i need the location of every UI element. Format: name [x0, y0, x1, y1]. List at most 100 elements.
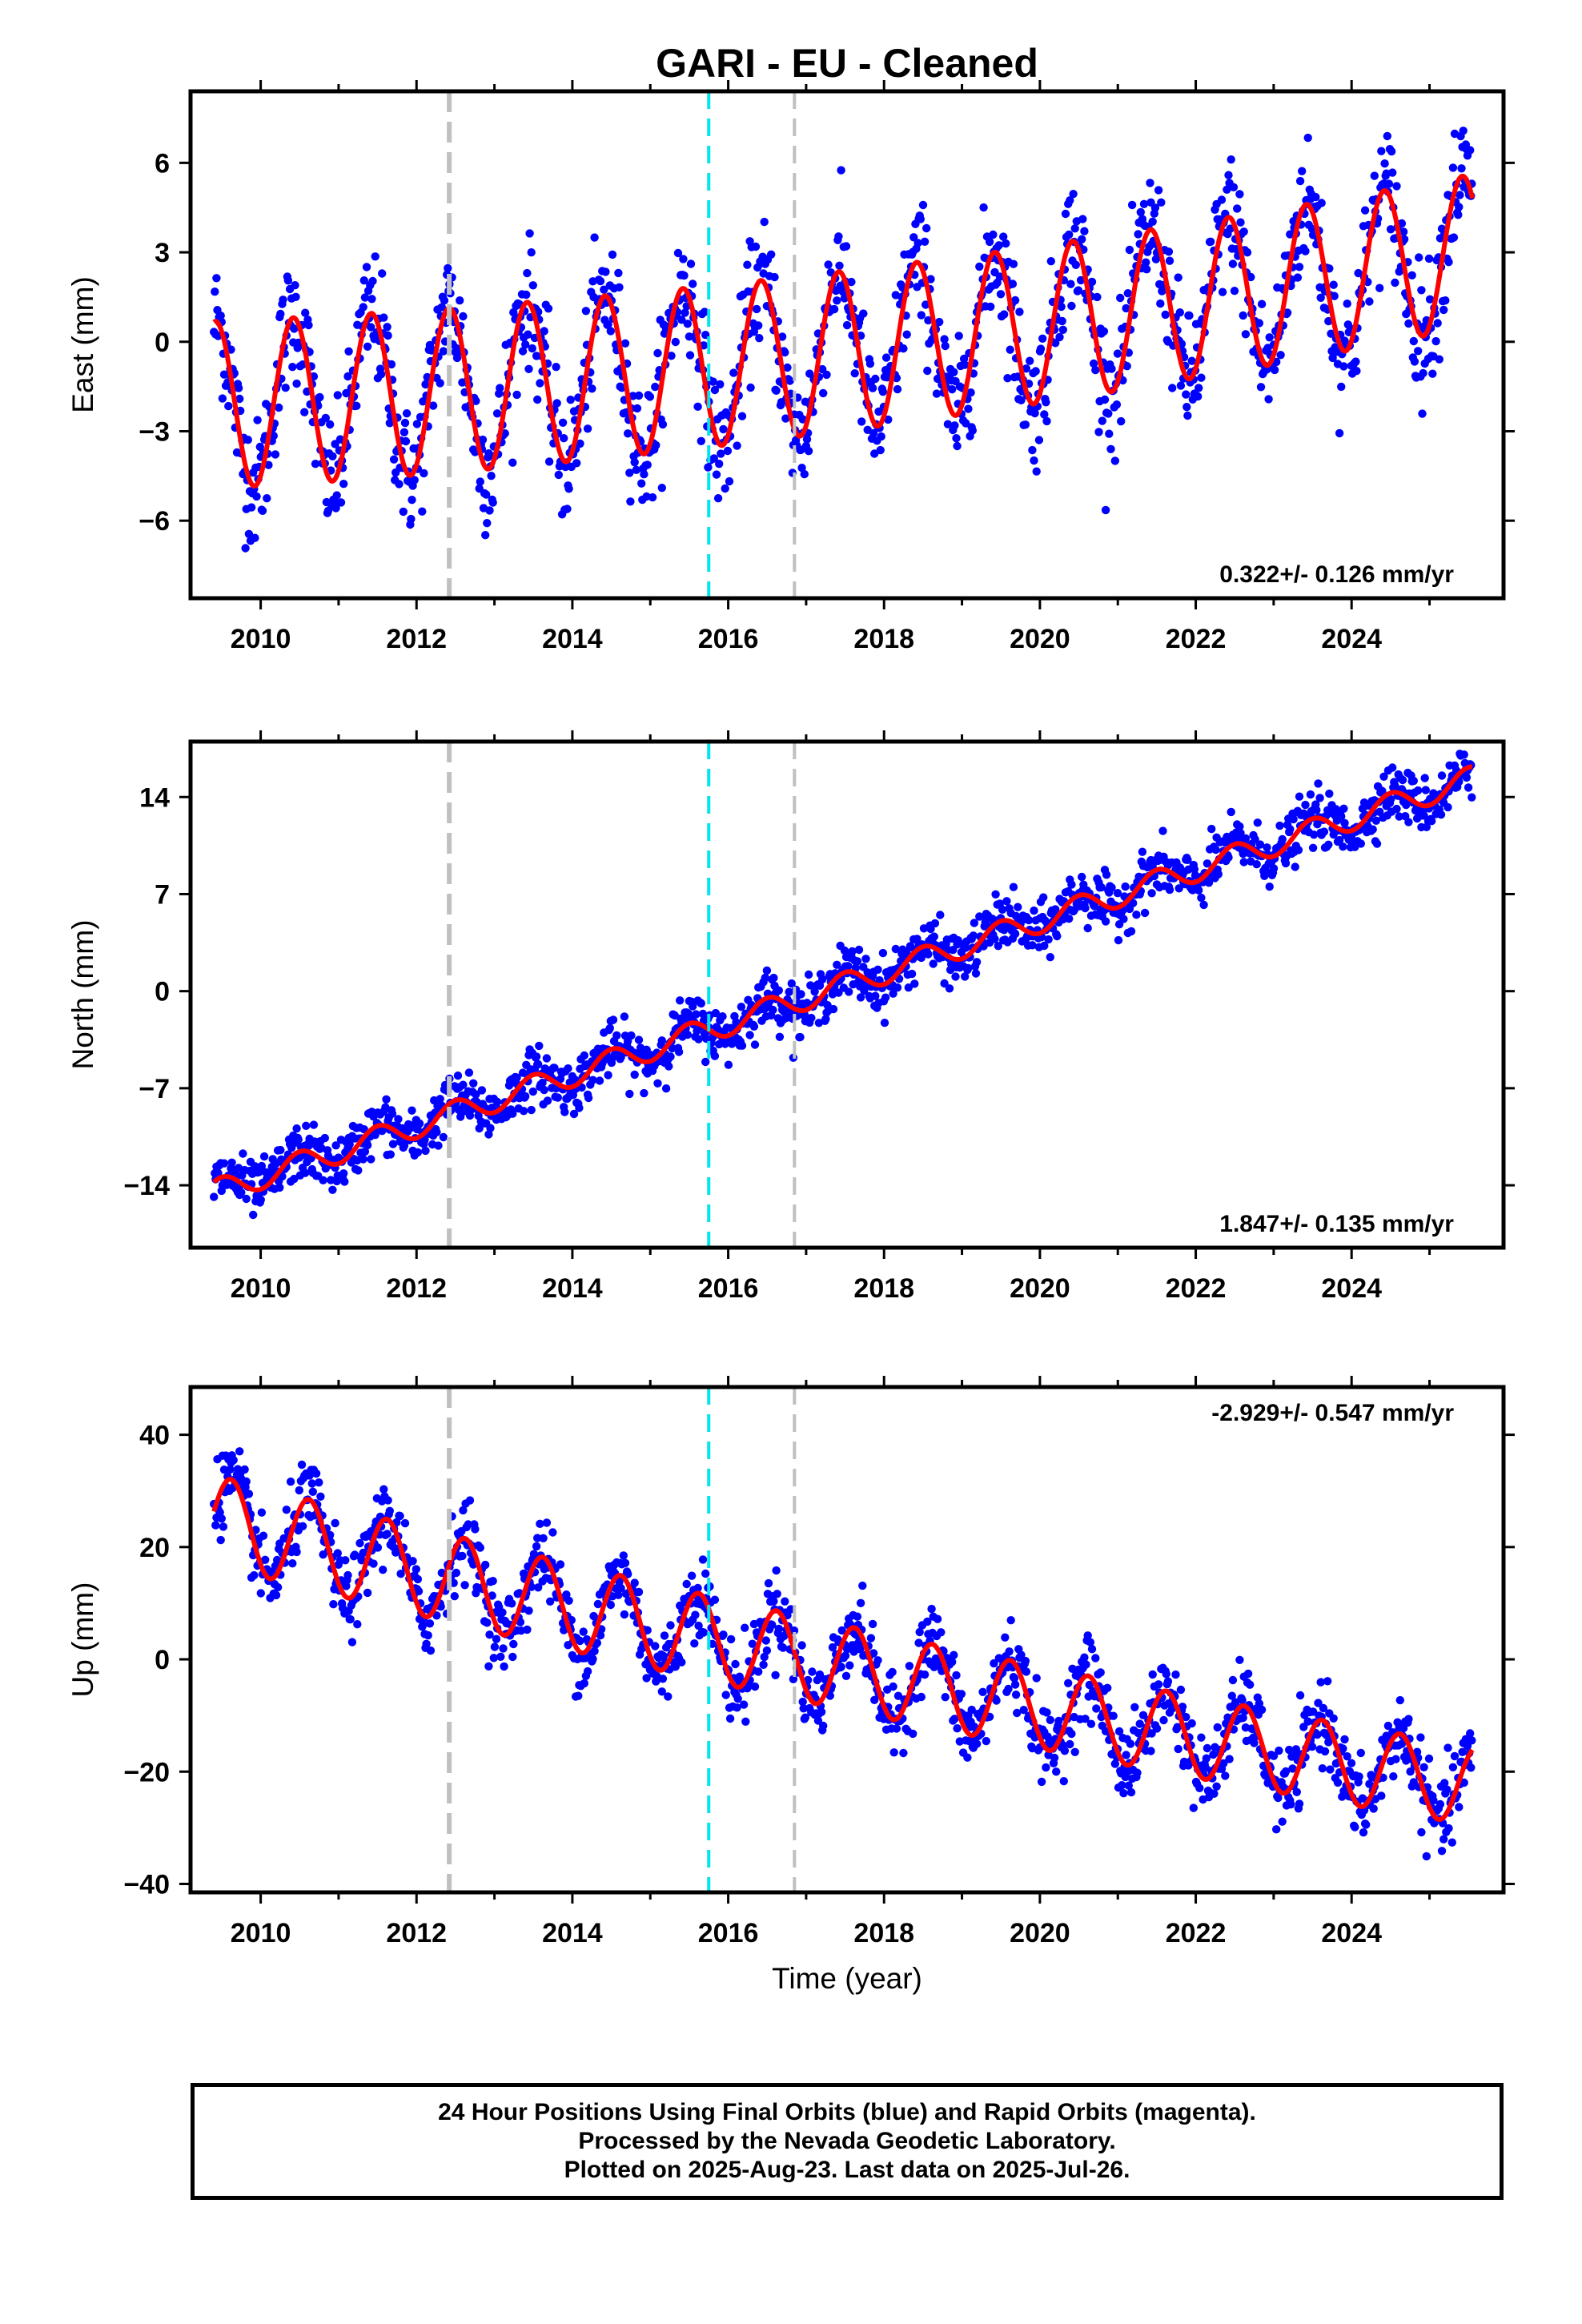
data-point — [483, 519, 492, 528]
data-point — [386, 1150, 395, 1159]
data-point — [1343, 300, 1351, 308]
data-point — [400, 418, 410, 428]
data-point — [460, 1581, 469, 1590]
data-point — [271, 1590, 281, 1600]
data-point — [817, 975, 827, 984]
data-point — [806, 981, 815, 990]
data-point — [1107, 883, 1116, 892]
data-point — [1125, 245, 1134, 255]
data-point — [1429, 1796, 1438, 1805]
data-point — [1243, 1669, 1253, 1679]
data-point — [857, 417, 866, 426]
data-point — [588, 384, 596, 393]
data-point — [825, 1691, 835, 1700]
data-point — [1410, 357, 1419, 366]
data-point — [978, 1687, 987, 1696]
data-point — [340, 1177, 349, 1186]
data-point — [1395, 1695, 1405, 1705]
data-point — [509, 308, 518, 317]
data-point — [689, 279, 697, 288]
data-point — [250, 1570, 259, 1580]
data-point — [856, 993, 865, 1002]
data-point — [920, 237, 930, 246]
data-point — [1227, 155, 1235, 164]
data-point — [769, 1597, 778, 1606]
data-point — [1278, 1817, 1287, 1826]
data-point — [227, 1158, 236, 1168]
data-point — [772, 1566, 781, 1575]
data-point — [286, 1478, 295, 1486]
data-point — [614, 1590, 623, 1599]
data-point — [1330, 292, 1339, 300]
data-point — [315, 392, 324, 402]
data-point — [1114, 1727, 1124, 1736]
data-point — [848, 947, 857, 956]
data-point — [709, 377, 717, 386]
data-point — [1368, 825, 1377, 834]
data-point — [634, 1587, 644, 1597]
data-point — [288, 1559, 297, 1568]
data-point — [785, 376, 794, 385]
data-point — [332, 491, 341, 500]
data-point — [595, 1076, 604, 1085]
data-point — [1081, 1715, 1090, 1723]
data-point — [1444, 1823, 1453, 1833]
data-point — [783, 363, 792, 372]
data-point — [1070, 224, 1079, 233]
data-point — [1017, 1651, 1026, 1659]
data-point — [1042, 398, 1050, 407]
data-point — [263, 494, 271, 503]
data-point — [826, 268, 836, 277]
data-point — [1295, 792, 1304, 801]
up-frame — [188, 1385, 1506, 1895]
data-point — [1398, 775, 1407, 785]
data-point — [229, 1456, 238, 1465]
data-point — [970, 919, 979, 927]
data-point — [1315, 794, 1324, 802]
data-point — [741, 1717, 750, 1726]
data-point — [619, 1551, 628, 1560]
data-point — [1051, 905, 1060, 914]
data-point — [492, 1097, 502, 1107]
data-point — [1269, 864, 1279, 873]
data-point — [1006, 345, 1014, 354]
data-point — [989, 230, 998, 239]
data-point — [383, 1496, 392, 1505]
data-point — [866, 1634, 876, 1642]
data-point — [459, 1506, 468, 1515]
data-point — [251, 533, 259, 542]
data-point — [1466, 146, 1475, 155]
data-point — [718, 1012, 727, 1021]
data-point — [596, 276, 605, 286]
data-point — [620, 339, 630, 348]
data-point — [950, 1715, 959, 1723]
data-point — [414, 1586, 424, 1596]
data-point — [1421, 786, 1431, 794]
data-point — [1066, 1739, 1074, 1749]
data-point — [1076, 275, 1086, 285]
data-point — [1011, 1691, 1021, 1699]
data-point — [1414, 786, 1423, 795]
data-point — [1175, 308, 1185, 317]
data-point — [1360, 206, 1370, 215]
data-point — [822, 370, 831, 380]
data-point — [1239, 311, 1247, 320]
data-point — [1301, 247, 1310, 255]
data-point — [574, 1691, 583, 1700]
data-point — [1288, 1764, 1297, 1773]
data-point — [1255, 840, 1265, 849]
data-point — [709, 454, 718, 463]
data-point — [410, 476, 419, 485]
data-point — [889, 1748, 898, 1757]
y-tick-label: −20 — [123, 1757, 170, 1787]
data-point — [1091, 1654, 1100, 1663]
data-point — [528, 1087, 537, 1096]
data-point — [1051, 339, 1060, 348]
data-point — [1212, 1782, 1221, 1791]
y-tick-label: 20 — [139, 1533, 170, 1563]
data-point — [1295, 176, 1305, 186]
data-point — [1038, 334, 1047, 343]
data-point — [1252, 860, 1261, 869]
y-tick-label: −6 — [139, 506, 170, 537]
x-tick-label: 2014 — [542, 1273, 603, 1304]
